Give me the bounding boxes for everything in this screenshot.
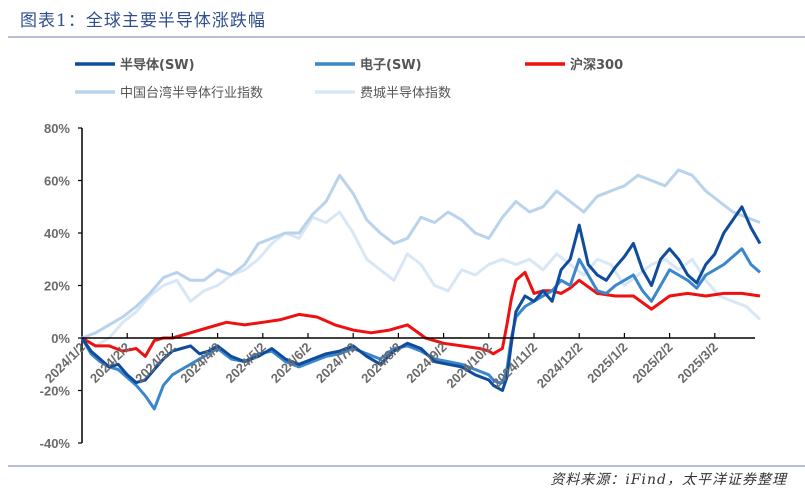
y-tick-label: 0% <box>51 331 70 346</box>
legend-item: 费城半导体指数 <box>315 86 451 101</box>
bottom-divider <box>8 465 805 467</box>
series-line <box>81 270 761 358</box>
y-tick-label: -40% <box>40 436 71 451</box>
y-tick-label: 40% <box>44 226 70 241</box>
legend-item: 电子(SW) <box>315 57 422 73</box>
legend-label: 费城半导体指数 <box>360 86 451 101</box>
y-axis: 80% 60% 40% 20% 0% -20% -40% <box>40 121 83 451</box>
x-tick-label: 2024/7/2 <box>313 340 359 386</box>
legend-item: 沪深300 <box>525 57 623 73</box>
legend-label: 沪深300 <box>570 57 623 73</box>
x-axis: 2024/1/22024/2/22024/3/22024/4/22024/5/2… <box>42 333 755 391</box>
y-tick-label: 20% <box>44 279 70 294</box>
legend-label: 中国台湾半导体行业指数 <box>120 85 263 101</box>
y-tick-label: -20% <box>40 384 71 399</box>
x-tick-label: 2025/2/2 <box>629 340 675 386</box>
series-line <box>80 205 762 392</box>
legend-label: 电子(SW) <box>360 57 422 73</box>
top-divider <box>8 36 805 38</box>
series-line <box>81 168 761 340</box>
x-tick-label: 2024/5/2 <box>223 340 269 386</box>
chart-legend: 半导体(SW) 电子(SW) 沪深300 中国台湾半导体行业指数 费城半导体指数 <box>75 57 623 101</box>
x-tick-label: 2024/11/2 <box>489 340 540 391</box>
series-line <box>81 210 762 348</box>
y-tick-label: 80% <box>44 121 70 136</box>
x-tick-label: 2025/3/2 <box>675 340 721 386</box>
x-tick-label: 2024/3/2 <box>132 340 178 386</box>
y-tick-label: 60% <box>44 174 70 189</box>
legend-item: 中国台湾半导体行业指数 <box>75 85 263 101</box>
chart-series <box>80 168 762 411</box>
chart-title: 图表1：全球主要半导体涨跌幅 <box>20 11 266 31</box>
x-tick-label: 2024/1/2 <box>42 340 88 386</box>
legend-item: 半导体(SW) <box>75 57 195 73</box>
legend-label: 半导体(SW) <box>120 57 195 73</box>
x-tick-label: 2024/12/2 <box>534 340 586 392</box>
series-line <box>80 247 761 411</box>
source-note: 资料来源：iFind，太平洋证券整理 <box>550 472 787 488</box>
x-tick-label: 2024/8/2 <box>358 340 404 386</box>
x-tick-label: 2025/1/2 <box>584 340 630 386</box>
